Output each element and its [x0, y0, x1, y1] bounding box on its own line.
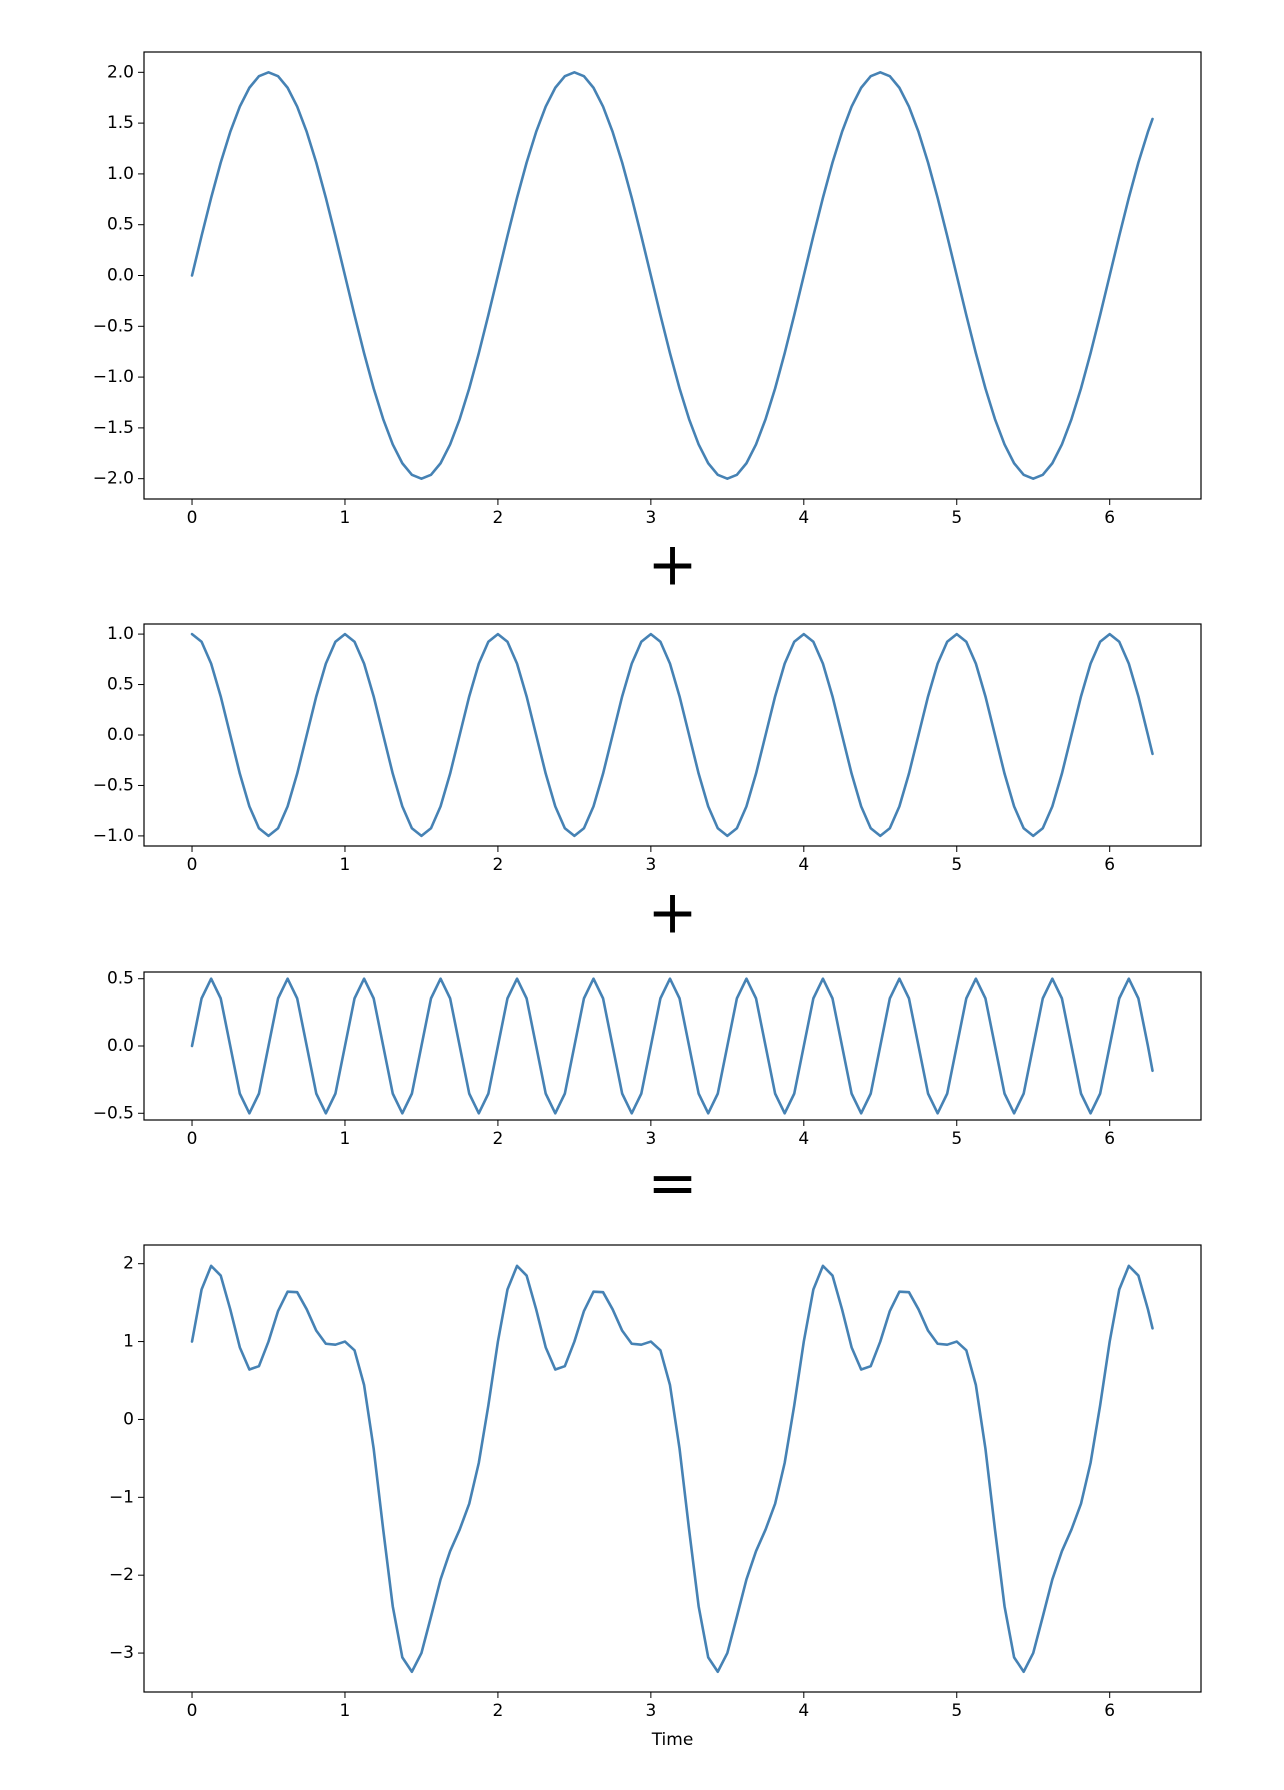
- y-tick-label: 0.5: [107, 675, 134, 695]
- x-tick-label: 2: [492, 508, 503, 528]
- y-tick-label: 0.5: [107, 215, 134, 235]
- x-tick-label: 0: [187, 1129, 198, 1149]
- x-tick-label: 1: [340, 1701, 351, 1721]
- y-tick-label: −0.5: [93, 1103, 134, 1123]
- axes-frame: [143, 623, 1202, 847]
- x-tick-label: 1: [340, 1129, 351, 1149]
- y-tick-label: 0.5: [107, 969, 134, 989]
- y-tick-label: 0.0: [107, 725, 134, 745]
- x-tick-label: 6: [1104, 855, 1115, 875]
- x-axis-label: Time: [651, 1730, 694, 1750]
- x-tick-label: 0: [187, 1701, 198, 1721]
- y-tick-label: −2: [109, 1565, 134, 1585]
- y-tick-label: 0.0: [107, 266, 134, 286]
- signal-line: [190, 1264, 1154, 1674]
- x-tick-label: 2: [492, 1129, 503, 1149]
- axes-frame: [143, 51, 1202, 500]
- x-tick-label: 6: [1104, 1129, 1115, 1149]
- y-tick-label: −1: [109, 1487, 134, 1507]
- y-tick-label: 1.5: [107, 113, 134, 133]
- x-tick-label: 4: [798, 1129, 809, 1149]
- y-tick-label: −0.5: [93, 775, 134, 795]
- y-tick-label: 1.0: [107, 624, 134, 644]
- y-tick-label: −2.0: [93, 469, 134, 489]
- x-tick-label: 1: [340, 855, 351, 875]
- y-tick-label: −1.0: [93, 367, 134, 387]
- x-tick-label: 5: [951, 1701, 962, 1721]
- x-tick-label: 5: [951, 1129, 962, 1149]
- operator: +: [647, 878, 697, 948]
- x-tick-label: 5: [951, 855, 962, 875]
- y-tick-label: 1: [123, 1332, 134, 1352]
- x-tick-label: 6: [1104, 1701, 1115, 1721]
- signal-line: [190, 632, 1154, 838]
- y-tick-label: −0.5: [93, 316, 134, 336]
- axes-frame: [143, 971, 1202, 1121]
- signal-line: [190, 71, 1154, 480]
- x-tick-label: 1: [340, 508, 351, 528]
- y-tick-label: 0: [123, 1409, 134, 1429]
- y-tick-label: −1.5: [93, 418, 134, 438]
- x-tick-label: 6: [1104, 508, 1115, 528]
- x-tick-label: 2: [492, 855, 503, 875]
- axes-frame: [143, 1244, 1202, 1693]
- x-tick-label: 2: [492, 1701, 503, 1721]
- x-tick-label: 3: [645, 1701, 656, 1721]
- x-tick-label: 4: [798, 508, 809, 528]
- x-tick-label: 5: [951, 508, 962, 528]
- x-tick-label: 0: [187, 508, 198, 528]
- x-tick-label: 3: [645, 855, 656, 875]
- x-tick-label: 4: [798, 855, 809, 875]
- y-tick-label: −3: [109, 1643, 134, 1663]
- x-tick-label: 4: [798, 1701, 809, 1721]
- y-tick-label: 2.0: [107, 62, 134, 82]
- signal-line: [190, 977, 1154, 1115]
- x-tick-label: 3: [645, 1129, 656, 1149]
- x-tick-label: 0: [187, 855, 198, 875]
- operator: +: [647, 530, 697, 600]
- x-tick-label: 3: [645, 508, 656, 528]
- y-tick-label: 0.0: [107, 1036, 134, 1056]
- y-tick-label: 1.0: [107, 164, 134, 184]
- y-tick-label: 2: [123, 1254, 134, 1274]
- y-tick-label: −1.0: [93, 826, 134, 846]
- operator: =: [647, 1149, 697, 1219]
